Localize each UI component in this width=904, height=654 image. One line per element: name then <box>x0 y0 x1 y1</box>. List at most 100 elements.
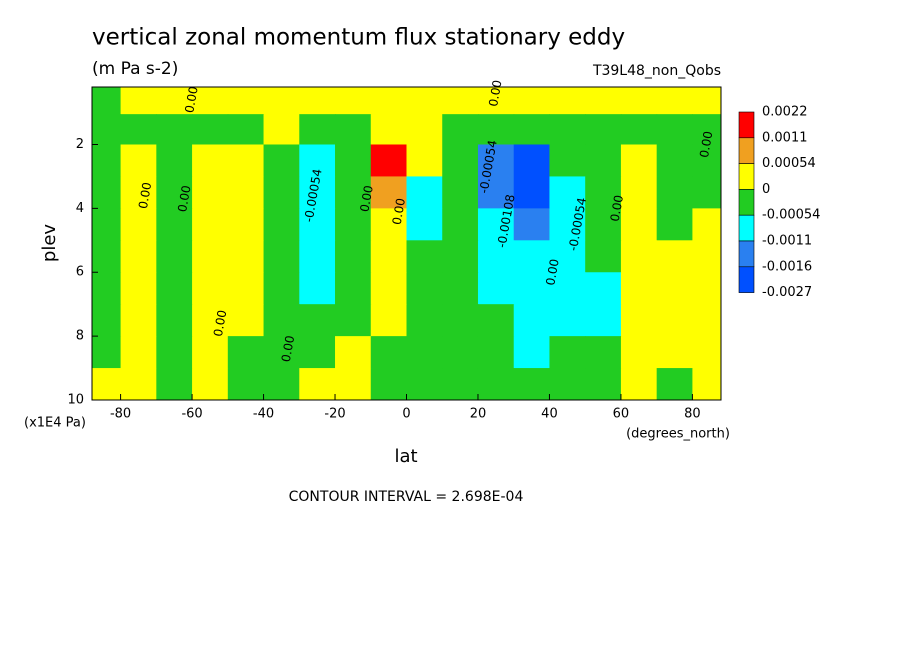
contour-cell <box>263 368 300 401</box>
contour-label: 0.00 <box>390 197 408 226</box>
contour-cell <box>692 176 722 209</box>
contour-label: 0.00 <box>357 184 375 213</box>
contour-cell <box>92 144 122 177</box>
contour-cell <box>370 336 407 369</box>
contour-cell <box>370 176 407 209</box>
contour-cell <box>227 114 265 145</box>
x-tick-label: 80 <box>684 407 701 422</box>
y-tick-label: 4 <box>76 201 84 216</box>
contour-cell <box>692 114 722 145</box>
contour-cell <box>513 114 550 145</box>
contour-cell <box>656 304 693 337</box>
y-tick-label: 2 <box>76 137 84 152</box>
contour-cell <box>513 272 550 305</box>
x-tick-label: 40 <box>541 407 558 422</box>
contour-cell <box>370 272 407 305</box>
contour-cell <box>120 176 157 209</box>
contour-cell <box>585 114 622 145</box>
contour-cell <box>620 144 658 177</box>
contour-cell <box>549 336 586 369</box>
colorbar-label: -0.0016 <box>762 259 812 274</box>
contour-cell <box>92 176 122 209</box>
contour-cell <box>335 87 372 115</box>
contour-cell <box>585 208 622 241</box>
contour-cell <box>656 114 693 145</box>
contour-cell <box>156 336 193 369</box>
contour-cell <box>370 87 407 115</box>
contour-cell <box>92 272 122 305</box>
contour-cell <box>299 114 336 145</box>
colorbar-box <box>738 266 755 293</box>
contour-cell <box>370 240 407 273</box>
contour-cell <box>120 240 157 273</box>
contour-cell <box>442 144 479 177</box>
contour-cell <box>513 208 550 241</box>
contour-cell <box>656 208 693 241</box>
contour-cell <box>442 368 479 401</box>
colorbar-label: -0.0011 <box>762 234 812 249</box>
contour-cell <box>263 176 300 209</box>
contour-cell <box>585 176 622 209</box>
contour-cell <box>263 272 300 305</box>
contour-cell <box>620 208 658 241</box>
colorbar-box <box>738 189 755 216</box>
contour-label: 0.00 <box>608 194 626 223</box>
contour-cell <box>192 87 229 115</box>
contour-cell <box>156 87 193 115</box>
y-tick-label: 10 <box>67 393 84 408</box>
contour-cell <box>692 240 722 273</box>
contour-cell <box>370 144 407 177</box>
contour-label: 0.00 <box>136 181 154 210</box>
contour-cell <box>406 208 443 241</box>
contour-cell <box>299 87 336 115</box>
contour-cell <box>156 176 193 209</box>
contour-cell <box>585 336 622 369</box>
contour-cell <box>263 240 300 273</box>
contour-cell <box>227 336 265 369</box>
contour-cell <box>656 240 693 273</box>
x-axis-label: lat <box>394 446 417 467</box>
contour-cell <box>477 176 515 209</box>
contour-cell <box>585 87 622 115</box>
contour-cell <box>263 144 300 177</box>
contour-cell <box>549 304 586 337</box>
contour-cell <box>120 368 157 401</box>
contour-cell <box>156 114 193 145</box>
contour-cell <box>227 240 265 273</box>
contour-cell <box>299 208 336 241</box>
colorbar-label: 0.0022 <box>762 105 808 120</box>
y-tick-label: 6 <box>76 265 84 280</box>
contour-cell <box>692 144 722 177</box>
contour-cell <box>513 87 550 115</box>
contour-cell <box>442 272 479 305</box>
contour-cell <box>120 208 157 241</box>
contour-cell <box>92 87 122 115</box>
contour-cell <box>442 336 479 369</box>
contour-label: 0.00 <box>279 334 297 363</box>
contour-cell <box>92 304 122 337</box>
contour-cell <box>335 144 372 177</box>
contour-cell <box>406 304 443 337</box>
contour-cell <box>513 304 550 337</box>
contour-cell <box>335 240 372 273</box>
contour-cell <box>263 87 300 115</box>
contour-cell <box>692 87 722 115</box>
contour-cell <box>549 176 586 209</box>
contour-cell <box>263 336 300 369</box>
contour-cell <box>620 304 658 337</box>
contour-cell <box>156 208 193 241</box>
contour-cell <box>549 114 586 145</box>
contour-cell <box>477 144 515 177</box>
contour-cell <box>299 176 336 209</box>
contour-label: 0.00 <box>211 309 229 338</box>
contour-cell <box>263 304 300 337</box>
contour-label: 0.00 <box>543 258 561 287</box>
contour-cell <box>156 304 193 337</box>
contour-cell <box>406 240 443 273</box>
contour-cell <box>192 114 229 145</box>
contour-cell <box>585 144 622 177</box>
contour-cell <box>513 336 550 369</box>
contour-cell <box>263 208 300 241</box>
contour-cell <box>120 144 157 177</box>
